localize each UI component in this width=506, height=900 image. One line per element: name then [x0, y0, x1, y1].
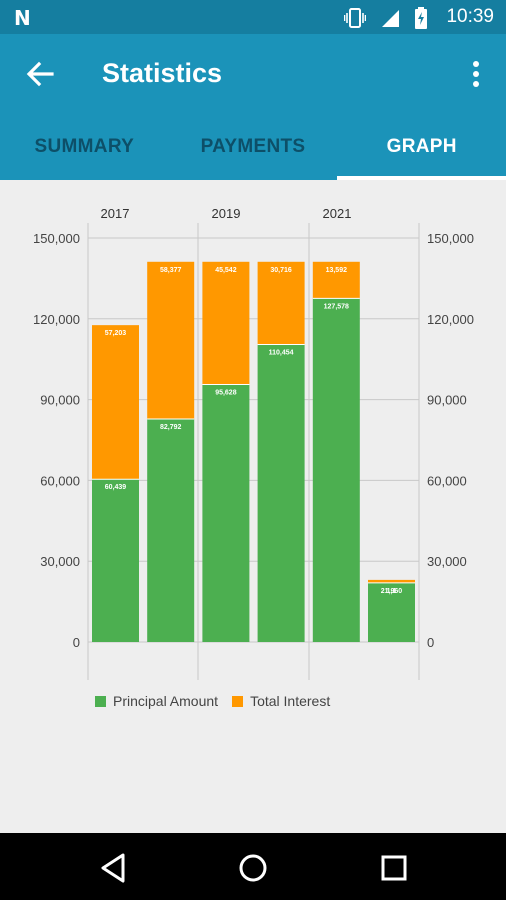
- data-label-interest: 57,203: [105, 330, 127, 337]
- legend-item-interest: Total Interest: [232, 693, 330, 709]
- bar-interest: [202, 261, 250, 385]
- legend-item-principal: Principal Amount: [95, 693, 218, 709]
- y-tick-label-right: 30,000: [427, 554, 467, 569]
- data-label-principal: 127,578: [324, 303, 349, 310]
- y-tick-label-left: 30,000: [40, 554, 80, 569]
- y-tick-label-right: 60,000: [427, 473, 467, 488]
- legend-swatch-interest: [232, 695, 244, 707]
- bar-interest: [92, 325, 139, 480]
- y-tick-label-right: 0: [427, 635, 434, 650]
- tab-payments[interactable]: PAYMENTS: [200, 136, 306, 157]
- data-label-interest: 1,1: [387, 588, 397, 595]
- vibrate-icon: [344, 8, 366, 28]
- nav-recents-icon[interactable]: [377, 851, 411, 885]
- nav-back-icon[interactable]: [97, 851, 131, 885]
- bar-interest: [147, 261, 195, 420]
- data-label-interest: 30,716: [270, 267, 292, 274]
- bar-interest: [257, 261, 305, 345]
- nav-home-icon[interactable]: [236, 851, 270, 885]
- legend-label-principal: Principal Amount: [113, 693, 219, 709]
- back-arrow-icon[interactable]: [22, 56, 58, 92]
- data-label-principal: 110,454: [269, 350, 294, 357]
- more-vert-icon[interactable]: [464, 58, 488, 90]
- y-tick-label-left: 60,000: [40, 473, 80, 488]
- data-label-interest: 45,542: [215, 267, 237, 274]
- chart-legend: Principal Amount Total Interest: [95, 693, 344, 709]
- tab-graph[interactable]: GRAPH: [337, 126, 506, 180]
- y-tick-label-right: 150,000: [427, 231, 474, 246]
- bar-principal: [92, 479, 139, 642]
- data-label-principal: 95,628: [215, 389, 237, 396]
- battery-charging-icon: [415, 7, 427, 29]
- bar-principal: [257, 344, 305, 642]
- navigation-bar: [0, 833, 506, 900]
- top-axis-label: 2017: [101, 206, 130, 221]
- data-label-principal: 82,792: [160, 424, 182, 431]
- y-tick-label-left: 120,000: [33, 312, 80, 327]
- tab-bar: SUMMARY PAYMENTS GRAPH: [0, 126, 506, 180]
- bar-interest: [368, 579, 415, 583]
- y-tick-label-left: 150,000: [33, 231, 80, 246]
- status-icons: [344, 7, 428, 29]
- bar-interest: [312, 261, 360, 299]
- app-bar: Statistics SUMMARY PAYMENTS GRAPH: [0, 34, 506, 180]
- bar-principal: [368, 582, 415, 642]
- y-tick-label-left: 0: [73, 635, 80, 650]
- top-axis-label: 2019: [212, 206, 241, 221]
- y-tick-label-right: 90,000: [427, 393, 467, 408]
- page-title: Statistics: [102, 58, 223, 88]
- bar-principal: [147, 419, 195, 642]
- legend-label-interest: Total Interest: [250, 693, 331, 709]
- clock: 10:39: [446, 6, 494, 27]
- bar-principal: [202, 384, 250, 642]
- notification-n-icon: N: [14, 6, 31, 30]
- y-tick-label-left: 90,000: [40, 393, 80, 408]
- stacked-bar-chart: 150,000 150,000 120,000 120,000 90,000 90,000…: [33, 206, 474, 680]
- bar-principal: [312, 298, 360, 642]
- data-label-interest: 58,377: [160, 267, 182, 274]
- data-label-principal: 60,439: [105, 484, 127, 491]
- tab-summary[interactable]: SUMMARY: [34, 136, 135, 157]
- data-label-principal: 21,960: [381, 588, 403, 595]
- y-tick-label-right: 120,000: [427, 312, 474, 327]
- data-label-interest: 13,592: [326, 267, 348, 274]
- status-bar: N 10:39: [0, 0, 506, 34]
- legend-swatch-principal: [95, 695, 106, 707]
- top-axis-label: 2021: [323, 206, 352, 221]
- signal-icon: [382, 10, 399, 27]
